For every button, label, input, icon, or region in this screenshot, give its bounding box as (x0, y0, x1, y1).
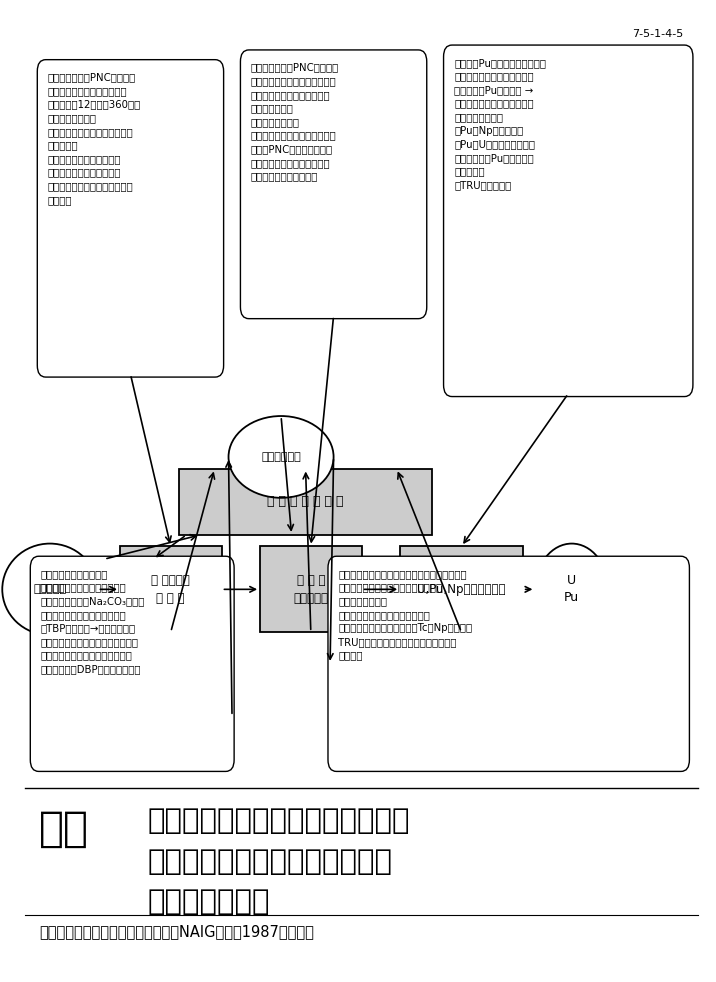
Text: ・共除染装置（PNC再処理工
場はミキサー・セトラー方式，
日本原燃工場ではパルスカラ
ム方式を採用）
・臨界設計の評価
・ノルマル・ドデカン希釈剤の
適用（P: ・共除染装置（PNC再処理工 場はミキサー・セトラー方式， 日本原燃工場ではパル… (251, 63, 339, 182)
Text: 7-5-1-4-5: 7-5-1-4-5 (632, 28, 684, 38)
Text: U
Pu: U Pu (564, 574, 579, 604)
Text: 使用済燃料: 使用済燃料 (34, 584, 67, 594)
FancyBboxPatch shape (37, 60, 223, 377)
Bar (260, 547, 362, 632)
Text: ・水リサイクル法による
トリチウムのリサイクル・回収
・「塩フリー」（Na₂CO₃のよう
な塩を使用しない）による溶媒
（TBP）の洗浄→廃液量の減小
・廃溶媒: ・水リサイクル法による トリチウムのリサイクル・回収 ・「塩フリー」（Na₂CO… (41, 569, 145, 674)
Text: 再処理プロセスの改良と、それを
廃棄物対策の観点より見通した
場合の開発課題: 再処理プロセスの改良と、それを 廃棄物対策の観点より見通した 場合の開発課題 (148, 807, 410, 915)
Text: 蒸 留 と 溶 媒 洗 浄: 蒸 留 と 溶 媒 洗 浄 (267, 495, 344, 509)
Text: （出典）下川純一：日本原子力事業NAIG特報、1987年９月号: （出典）下川純一：日本原子力事業NAIG特報、1987年９月号 (39, 924, 314, 939)
Text: ・薬剤（Puの原子価変換用）を
使用しない「塩フリー」プロ
セスによるPuの還元法 →
「塩フリー」となると，廃棄
物量は減小する。
・Pu・Npの共抽出法
・: ・薬剤（Puの原子価変換用）を 使用しない「塩フリー」プロ セスによるPuの還元… (454, 58, 546, 191)
Bar (180, 468, 432, 535)
FancyBboxPatch shape (241, 50, 427, 319)
Ellipse shape (228, 416, 334, 498)
Text: U,Pu,Npの分離・精製: U,Pu,Npの分離・精製 (417, 583, 505, 596)
Ellipse shape (536, 544, 608, 635)
Ellipse shape (2, 544, 97, 635)
Text: ・蒸溜（常圧，減圧）法による濃縮技術の確立
・ガラス固化前のアルカリ廃液の減容
・分析廃液の処理
・蒸溜廃液中の残留有機物の影響
・群分離法（改良）の開発－Tc: ・蒸溜（常圧，減圧）法による濃縮技術の確立 ・ガラス固化前のアルカリ廃液の減容 … (339, 569, 473, 661)
Bar (400, 547, 523, 632)
Text: ・連続溶解槽（PNC再処理工
場はバッチ式溶解槽，日本原
燃工場では12時間に360度回
転する水車形式）
・不溶性残渣（ハルなど）の捕
集と分析法
・溶解液中: ・連続溶解槽（PNC再処理工 場はバッチ式溶解槽，日本原 燃工場では12時間に3… (48, 73, 141, 204)
Text: 共 抽 出
（共除染）: 共 抽 出 （共除染） (294, 573, 329, 605)
FancyBboxPatch shape (443, 45, 693, 397)
Bar (120, 547, 221, 632)
FancyBboxPatch shape (328, 556, 690, 772)
FancyBboxPatch shape (30, 556, 234, 772)
Text: 高レベル廃液: 高レベル廃液 (261, 452, 301, 462)
Text: 図３: 図３ (39, 807, 90, 849)
Text: 燃 料（棒）
の 溶 解: 燃 料（棒） の 溶 解 (151, 573, 190, 605)
